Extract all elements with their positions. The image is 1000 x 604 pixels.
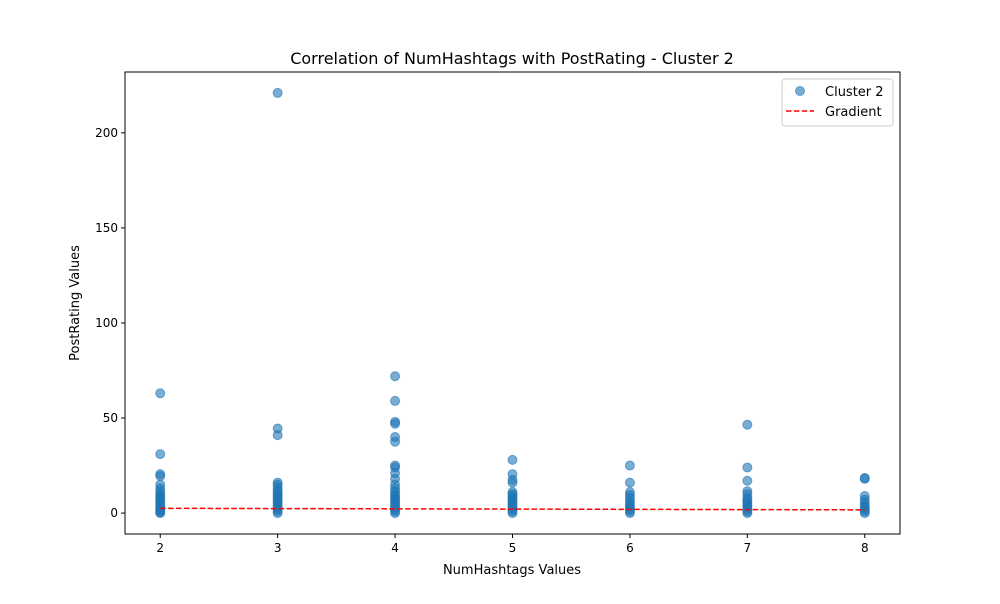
x-tick-label: 4 xyxy=(391,541,399,555)
legend-label-gradient: Gradient xyxy=(825,105,882,120)
scatter-point xyxy=(155,471,166,482)
scatter-point xyxy=(859,473,870,484)
scatter-point xyxy=(624,460,635,471)
y-axis-ticks: 0 50 100 150 200 xyxy=(95,126,125,520)
y-tick-label: 50 xyxy=(103,411,118,425)
x-tick-label: 8 xyxy=(861,541,869,555)
scatter-point xyxy=(155,508,166,519)
scatter-point xyxy=(155,388,166,399)
scatter-point xyxy=(507,477,518,488)
x-tick-label: 5 xyxy=(509,541,517,555)
y-axis-label: PostRating Values xyxy=(68,245,83,361)
scatter-point xyxy=(390,418,401,429)
legend-label-cluster: Cluster 2 xyxy=(825,85,884,100)
x-tick-label: 2 xyxy=(156,541,164,555)
scatter-point xyxy=(742,419,753,430)
y-tick-label: 150 xyxy=(95,221,118,235)
scatter-point xyxy=(507,508,518,519)
x-tick-label: 3 xyxy=(274,541,282,555)
y-tick-label: 200 xyxy=(95,126,118,140)
scatter-point xyxy=(272,508,283,519)
scatter-point xyxy=(742,462,753,473)
legend-scatter-marker xyxy=(795,86,805,96)
y-tick-label: 100 xyxy=(95,316,118,330)
plot-marks xyxy=(155,87,870,519)
scatter-point xyxy=(742,475,753,486)
x-tick-label: 7 xyxy=(744,541,752,555)
scatter-point xyxy=(390,508,401,519)
y-tick-label: 0 xyxy=(110,506,118,520)
scatter-point xyxy=(272,430,283,441)
scatter-point xyxy=(624,508,635,519)
gradient-line xyxy=(160,507,865,511)
x-tick-label: 6 xyxy=(626,541,634,555)
legend-box xyxy=(781,78,894,127)
scatter-point xyxy=(390,436,401,447)
x-axis-ticks: 2 3 4 5 6 7 8 xyxy=(156,534,869,555)
scatter-point xyxy=(859,508,870,519)
scatter-point xyxy=(155,449,166,460)
legend: Cluster 2 Gradient xyxy=(781,78,894,127)
scatter-point xyxy=(507,454,518,465)
scatter-point xyxy=(742,508,753,519)
scatter-point xyxy=(390,395,401,406)
scatter-point xyxy=(272,87,283,98)
chart-title: Correlation of NumHashtags with PostRati… xyxy=(290,49,734,68)
scatter-point xyxy=(390,371,401,382)
scatter-point xyxy=(624,477,635,488)
x-axis-label: NumHashtags Values xyxy=(443,563,581,578)
